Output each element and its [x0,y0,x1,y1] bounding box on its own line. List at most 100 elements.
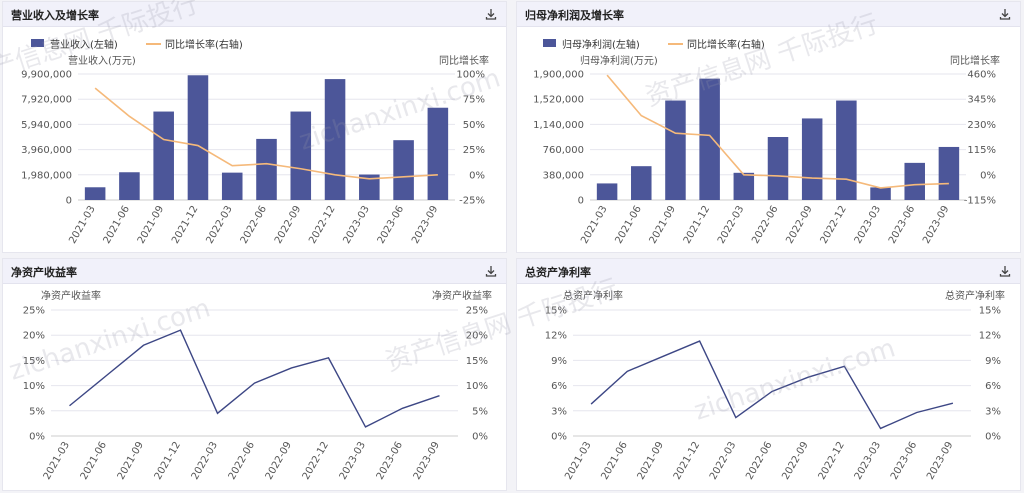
y-axis-title-right: 同比增长率 [950,54,1000,67]
x-tick-label: 2021-03 [67,204,97,246]
x-tick-label: 2022-09 [273,204,303,246]
x-tick-label: 2021-12 [153,440,183,482]
bar [801,118,823,200]
y-axis-title-left: 归母净利润(万元) [580,54,658,67]
series-line [590,340,954,430]
y-tick-label-right: 345% [967,95,996,106]
y-tick-label-left: 0% [551,432,567,443]
y-tick-label-right: 25% [463,145,485,156]
y-tick-label-right: 75% [463,95,485,106]
bar [767,137,789,200]
download-icon[interactable] [484,7,498,21]
y-tick-label-right: 0% [980,170,996,181]
x-tick-label: 2023-09 [410,204,440,246]
x-tick-label: 2023-09 [925,440,955,482]
y-tick-label-left: 760,000 [543,145,584,156]
x-tick-label: 2021-03 [563,440,593,482]
x-tick-label: 2022-03 [708,440,738,482]
y-tick-label-left: 1,520,000 [533,95,584,106]
x-tick-label: 2023-03 [341,204,371,246]
y-tick-label-left: 1,900,000 [533,70,584,81]
panel-header: 营业收入及增长率 [3,2,506,27]
x-tick-label: 2021-09 [636,440,666,482]
bar [596,183,618,200]
x-tick-label: 2021-12 [682,204,712,246]
x-tick-label: 2022-06 [227,440,257,482]
x-tick-label: 2021-09 [116,440,146,482]
x-tick-label: 2022-06 [750,204,780,246]
y-axis-title-right: 总资产净利率 [945,289,1005,302]
bar [699,78,720,200]
y-tick-label-left: 1,980,000 [21,170,72,181]
panel-title: 归母净利润及增长率 [525,9,624,22]
y-tick-label-right: 460% [967,70,996,81]
growth-line [94,87,438,180]
y-tick-label-left: 5% [29,406,45,417]
download-icon[interactable] [998,7,1012,21]
panel-title: 净资产收益率 [11,266,77,279]
y-tick-label-left: 1,140,000 [533,120,584,131]
x-tick-label: 2022-03 [190,440,220,482]
y-axis-title-right: 同比增长率 [439,54,489,67]
x-tick-label: 2021-03 [579,204,609,246]
x-tick-label: 2023-03 [338,440,368,482]
y-tick-label-left: 0 [66,196,72,207]
y-tick-label-right: 20% [466,331,488,342]
x-tick-label: 2021-12 [672,440,702,482]
y-tick-label-right: 100% [456,70,485,81]
bar [836,100,857,200]
legend-swatch-bar [543,39,556,47]
y-tick-label-right: 115% [967,145,996,156]
y-axis-title-left: 营业收入(万元) [68,54,136,67]
x-tick-label: 2023-03 [853,204,883,246]
y-tick-label-right: 230% [967,120,996,131]
x-tick-label: 2021-06 [79,440,109,482]
x-tick-label: 2022-12 [307,204,337,246]
y-tick-label-left: 10% [23,381,45,392]
revenue-panel: 营业收入及增长率 营业收入(左轴) 同比增长率(右轴) 营业收入(万元) 同比增长率 0… [2,1,507,253]
roa-chart: 总资产净利率 总资产净利率 0% 0% 3% 3% 6% 6% 9% 9% 12% 12% 15% 15%… [545,289,1005,482]
download-icon[interactable] [484,264,498,278]
x-tick-label: 2023-06 [376,204,406,246]
y-tick-label-right: -115% [964,196,996,207]
x-tick-label: 2022-03 [716,204,746,246]
y-tick-label-right: 0% [469,170,485,181]
legend-label: 同比增长率(右轴) [687,38,765,51]
y-tick-label-left: 380,000 [543,170,584,181]
series-line [69,329,440,428]
y-tick-label-right: 15% [466,356,488,367]
x-tick-label: 2023-06 [887,204,917,246]
panel-header: 归母净利润及增长率 [517,2,1020,27]
bar [870,187,891,200]
download-icon[interactable] [998,264,1012,278]
roa-panel: 总资产净利率 总资产净利率 总资产净利率 0% 0% 3% 3% 6% 6% 9% 9% 12% 12… [516,258,1021,491]
y-axis-title-left: 总资产净利率 [563,289,623,302]
y-tick-label-right: 9% [985,356,1001,367]
bar [119,172,140,200]
y-tick-label-right: 15% [979,306,1001,317]
legend-label: 归母净利润(左轴) [562,38,640,51]
y-tick-label-left: 0% [29,432,45,443]
y-tick-label-left: 3,960,000 [21,145,72,156]
y-tick-label-right: 0% [472,432,488,443]
x-tick-label: 2023-09 [921,204,951,246]
y-tick-label-right: 50% [463,120,485,131]
panel-header: 净资产收益率 [3,259,506,284]
y-tick-label-left: 0 [578,196,584,207]
panel-title: 总资产净利率 [525,266,591,279]
legend-label: 营业收入(左轴) [50,38,118,51]
revenue-chart: 营业收入(左轴) 同比增长率(右轴) 营业收入(万元) 同比增长率 0 -25% 1,980… [21,38,489,246]
x-tick-label: 2021-09 [136,204,166,246]
bar [665,100,686,200]
x-tick-label: 2021-06 [102,204,132,246]
x-tick-label: 2022-12 [817,440,847,482]
x-tick-label: 2023-09 [412,440,442,482]
bar [324,79,346,200]
growth-line [606,74,949,189]
x-tick-label: 2021-06 [613,204,643,246]
roe-chart: 净资产收益率 净资产收益率 0% 0% 5% 5% 10% 10% 15% 15% 20% 20% 25… [23,289,492,482]
bar [733,172,755,200]
y-tick-label-left: 9% [551,356,567,367]
legend-label: 同比增长率(右轴) [165,38,243,51]
x-tick-label: 2023-06 [889,440,919,482]
